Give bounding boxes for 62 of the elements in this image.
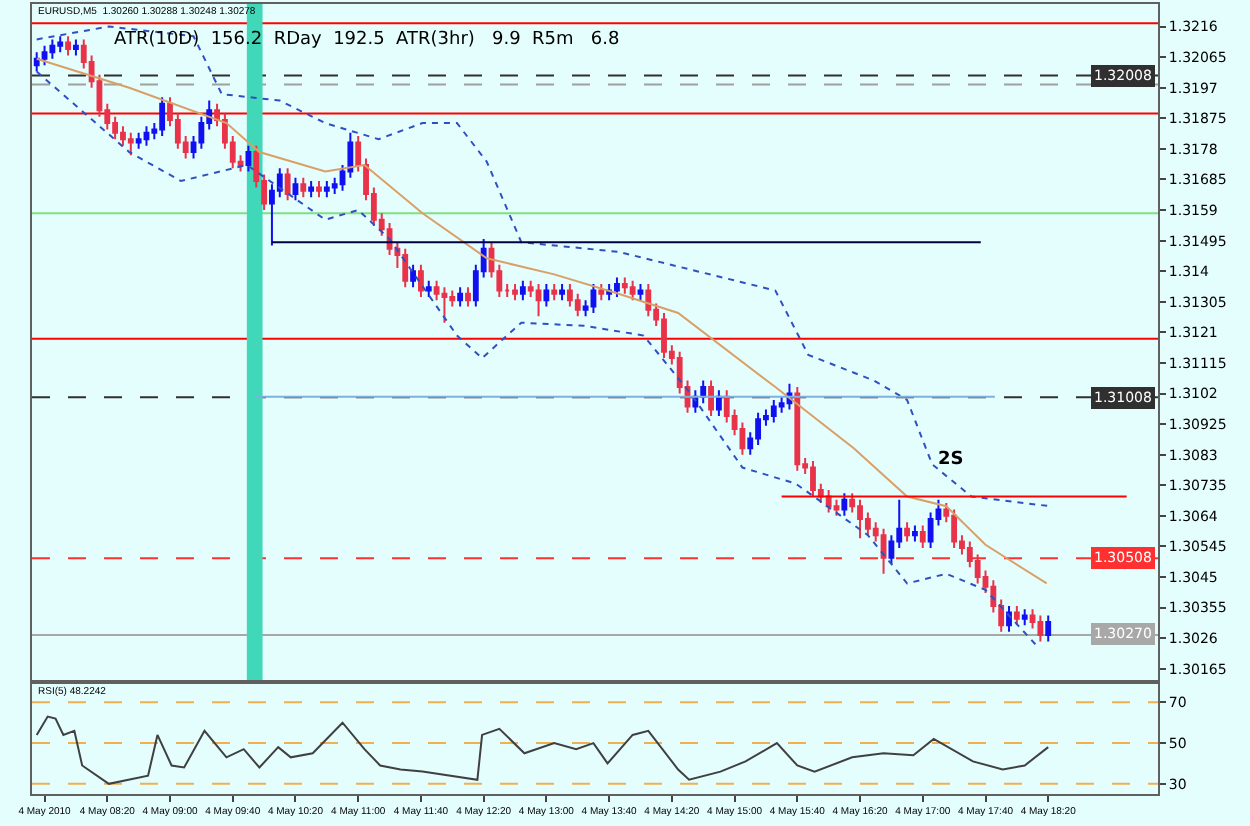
candlestick — [951, 508, 958, 550]
candlestick — [708, 379, 714, 418]
candlestick — [465, 286, 471, 308]
line-series — [35, 25, 1051, 508]
candlestick — [159, 96, 166, 137]
candlestick — [598, 283, 605, 302]
candlestick — [1021, 608, 1028, 627]
candlestick — [880, 527, 887, 575]
candlestick — [794, 386, 801, 472]
candlestick — [245, 144, 252, 173]
candlestick — [457, 286, 464, 308]
candlestick — [402, 247, 409, 289]
candlestick — [441, 286, 448, 324]
candlestick — [919, 524, 926, 550]
candlestick — [574, 292, 581, 318]
candlestick — [519, 279, 526, 302]
candlestick — [904, 521, 910, 543]
candlestick — [614, 276, 620, 298]
candlestick — [323, 180, 330, 199]
candlestick — [355, 134, 362, 173]
candlestick — [1037, 614, 1044, 643]
candlestick — [300, 176, 307, 199]
candlestick — [292, 176, 299, 202]
candlestick — [912, 524, 918, 543]
candlestick — [127, 131, 134, 157]
candlestick — [857, 498, 863, 540]
candlestick — [49, 38, 56, 60]
candlestick — [715, 389, 722, 418]
candlestick — [629, 279, 636, 302]
candlestick — [410, 263, 416, 289]
candlestick — [543, 283, 550, 308]
candlestick — [841, 492, 848, 517]
candlestick — [418, 263, 424, 298]
candlestick — [700, 379, 707, 405]
candlestick — [833, 498, 840, 517]
candlestick — [308, 180, 315, 199]
candlestick — [637, 283, 644, 302]
line-series — [35, 715, 1050, 785]
candlestick — [120, 125, 126, 147]
candlestick — [143, 125, 150, 147]
candlestick — [512, 283, 518, 302]
candlestick — [57, 35, 64, 54]
candlestick — [770, 398, 777, 424]
candlestick — [645, 283, 652, 318]
candlestick — [316, 180, 322, 199]
annotation: 2S — [938, 450, 964, 470]
candlestick — [41, 44, 48, 67]
candlestick — [135, 131, 142, 150]
candlestick — [425, 279, 432, 298]
candlestick — [566, 283, 573, 308]
candlestick — [535, 283, 542, 318]
candlestick — [551, 283, 558, 302]
candlestick — [559, 283, 565, 302]
candlestick — [1013, 604, 1020, 627]
candlestick — [1045, 614, 1052, 643]
candlestick — [590, 283, 597, 315]
candlestick — [810, 460, 816, 498]
candlestick — [284, 167, 291, 202]
candlestick — [33, 51, 40, 73]
candlestick — [621, 276, 628, 295]
candlestick — [65, 35, 71, 57]
candlestick — [72, 38, 79, 57]
